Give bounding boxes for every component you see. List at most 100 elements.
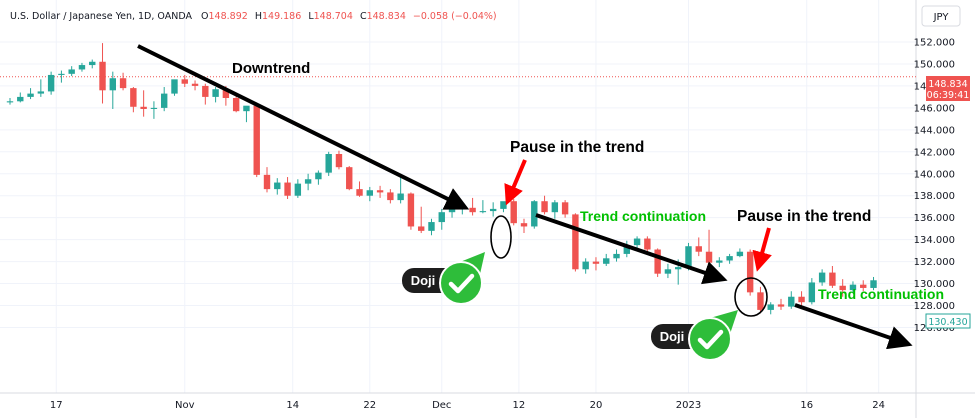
candle-body <box>541 201 548 213</box>
candle <box>284 177 291 200</box>
candle <box>315 170 322 185</box>
candle <box>140 90 147 117</box>
candle <box>613 249 620 262</box>
candle <box>346 166 353 191</box>
candle <box>592 257 600 271</box>
candle-body <box>726 256 733 261</box>
candle <box>818 269 826 286</box>
candle <box>366 186 373 202</box>
high-label: H <box>255 11 262 22</box>
candle-body <box>448 208 456 213</box>
candle-body <box>304 179 312 184</box>
candle <box>746 249 754 296</box>
candle-body <box>397 193 404 201</box>
open-label: O <box>201 11 208 22</box>
candle <box>335 150 343 170</box>
grid <box>0 0 916 393</box>
candle-body <box>27 93 34 97</box>
candle <box>623 240 630 258</box>
candle-body <box>705 251 713 263</box>
candle-body <box>356 189 363 196</box>
candle-body <box>510 201 517 224</box>
candle-body <box>315 172 322 180</box>
downtrend-arrow <box>137 44 470 210</box>
candle <box>161 87 168 112</box>
y-tick-label: 144.000 <box>914 125 955 136</box>
change-value: −0.058 (−0.04%) <box>413 11 497 22</box>
candle-body <box>644 238 651 250</box>
candle <box>664 263 672 279</box>
candle <box>68 66 75 77</box>
candle <box>202 83 209 105</box>
candle <box>418 206 425 234</box>
x-tick-label: Dec <box>432 400 451 411</box>
candle-body <box>633 238 641 246</box>
pause-arrow-2 <box>752 227 772 272</box>
candle-body <box>531 201 538 227</box>
candle-body <box>767 304 774 310</box>
candle-body <box>489 208 497 212</box>
candle <box>438 208 445 230</box>
candle <box>17 92 24 103</box>
candle-body <box>870 280 877 288</box>
candle <box>757 286 764 314</box>
candle-body <box>603 258 610 264</box>
last-price-value: 130.430 <box>928 317 967 328</box>
candle-body <box>109 78 116 91</box>
doji-circle-1 <box>490 215 512 259</box>
candle <box>243 105 250 123</box>
candle-body <box>366 190 373 196</box>
candle <box>860 280 867 292</box>
close-value: 148.834 <box>367 11 406 22</box>
x-tick-label: 2023 <box>676 400 701 411</box>
candle <box>541 195 548 215</box>
candle-body <box>387 192 394 201</box>
candle <box>58 70 65 83</box>
candle-body <box>171 79 178 94</box>
y-tick-label: 140.000 <box>914 169 955 180</box>
candle-body <box>99 61 106 91</box>
doji-badge-1: Doji <box>402 252 485 305</box>
close-label: C <box>360 11 367 22</box>
candle <box>27 88 34 100</box>
candle-body <box>459 207 466 209</box>
downtrend-label: Downtrend <box>232 60 310 77</box>
candles <box>6 43 877 315</box>
candle-body <box>181 79 188 84</box>
countdown-timer: 06:39:41 <box>927 90 970 101</box>
check-icon-1 <box>448 273 475 294</box>
continuation-label-1: Trend continuation <box>580 208 706 224</box>
candle <box>407 192 415 230</box>
candle <box>531 200 538 229</box>
candle <box>304 173 312 191</box>
candle-body <box>232 97 240 112</box>
candle <box>274 178 281 195</box>
header-legend: U.S. Dollar / Japanese Yen, 1D, OANDA O 1… <box>10 11 497 22</box>
currency-button[interactable] <box>921 5 961 27</box>
y-tick-label: 150.000 <box>914 59 955 70</box>
x-tick-label: 20 <box>590 400 603 411</box>
candle <box>356 181 363 197</box>
candle-body <box>479 211 487 213</box>
candle <box>726 253 733 264</box>
candle-body <box>222 89 230 98</box>
candle <box>500 201 507 213</box>
candle-body <box>17 96 24 102</box>
candle <box>777 298 785 310</box>
candle <box>736 248 744 258</box>
candle <box>376 185 384 198</box>
candle <box>232 93 240 113</box>
candle <box>479 200 487 214</box>
candle-body <box>818 272 826 283</box>
continuation-arrow-2 <box>794 303 913 350</box>
symbol-label: U.S. Dollar / Japanese Yen, 1D, OANDA <box>10 11 192 22</box>
candle-body <box>551 202 559 213</box>
y-tick-label: 128.000 <box>914 301 955 312</box>
candle <box>99 43 106 104</box>
candle <box>325 151 332 176</box>
candle-body <box>325 153 332 173</box>
candle-body <box>839 285 846 291</box>
time-axis[interactable]: 17 Nov 14 22 Dec 12 20 2023 16 24 <box>50 400 885 411</box>
